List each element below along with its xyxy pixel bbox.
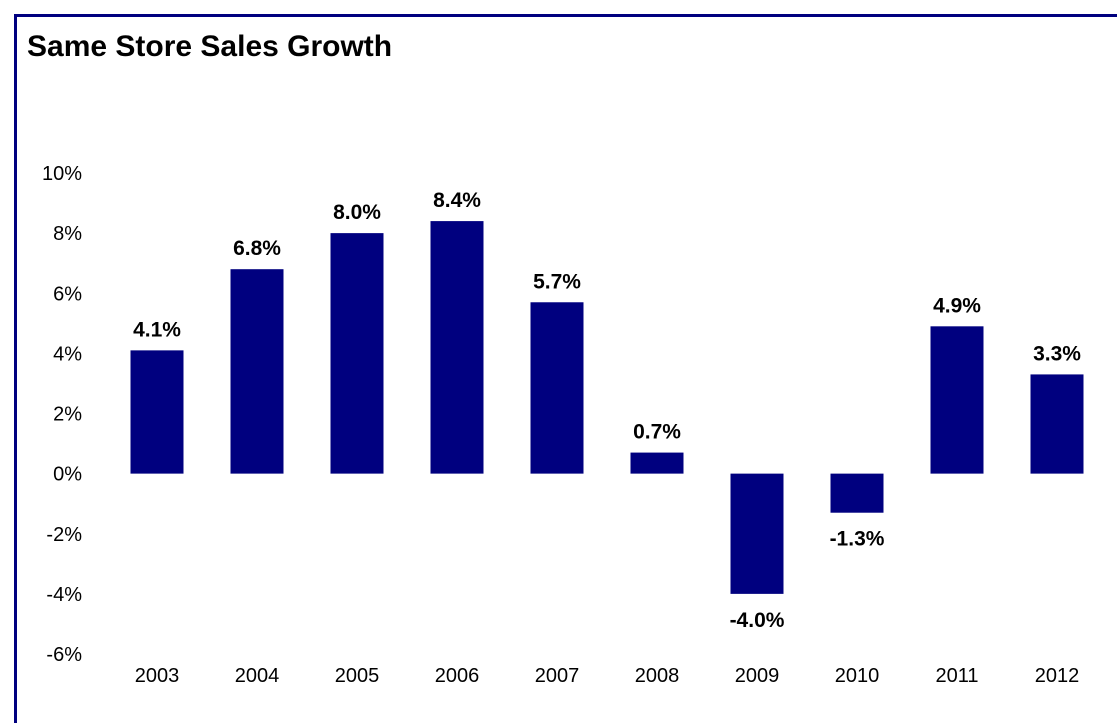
data-label: -1.3% [830, 528, 885, 551]
x-tick-label: 2008 [635, 665, 680, 687]
bar-2009 [730, 473, 784, 594]
x-tick-label: 2010 [835, 665, 880, 687]
bar-2004 [230, 269, 284, 474]
y-tick-label: 6% [53, 283, 82, 305]
bar-2006 [430, 221, 484, 474]
bar-2012 [1030, 374, 1084, 474]
x-tick-label: 2012 [1035, 665, 1080, 687]
y-tick-label: -6% [46, 644, 82, 666]
data-label: 6.8% [233, 237, 281, 260]
x-tick-label: 2009 [735, 665, 780, 687]
bar-2003 [130, 350, 184, 474]
data-label: 0.7% [633, 421, 681, 444]
y-tick-label: -2% [46, 524, 82, 546]
chart-title: Same Store Sales Growth [27, 30, 393, 63]
x-tick-label: 2011 [935, 665, 978, 687]
x-tick-label: 2007 [535, 665, 580, 687]
x-tick-label: 2003 [135, 665, 180, 687]
data-label: 4.9% [933, 294, 981, 317]
y-tick-label: 2% [53, 404, 82, 426]
y-tick-label: -4% [46, 584, 82, 606]
x-tick-label: 2004 [235, 665, 280, 687]
data-label: -4.0% [730, 609, 785, 632]
y-tick-label: 0% [53, 464, 82, 486]
bar-2011 [930, 326, 984, 474]
y-tick-label: 8% [53, 223, 82, 245]
data-label: 4.1% [133, 318, 181, 341]
y-tick-label: 4% [53, 343, 82, 365]
x-tick-label: 2006 [435, 665, 480, 687]
data-label: 5.7% [533, 270, 581, 293]
y-tick-label: 10% [42, 163, 82, 185]
bar-2010 [830, 473, 884, 513]
bar-2008 [630, 452, 684, 474]
data-label: 8.4% [433, 189, 481, 212]
data-label: 8.0% [333, 201, 381, 224]
bar-2005 [330, 233, 384, 474]
x-tick-label: 2005 [335, 665, 380, 687]
bar-2007 [530, 302, 584, 474]
data-label: 3.3% [1033, 342, 1081, 365]
